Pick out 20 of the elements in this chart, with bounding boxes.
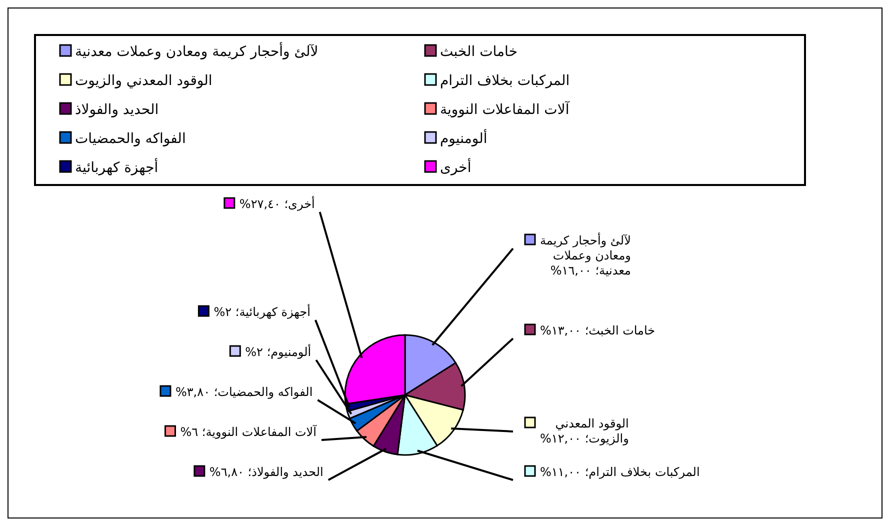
category-label: ألومنيوم؛ ٢%: [245, 345, 312, 359]
category-label: أخرى؛ ٢٧,٤٠%: [239, 197, 315, 212]
category-label: أجهزة كهربائية؛ ٢%: [214, 305, 310, 319]
category-label: الحديد والفولاذ؛ ٦,٨٠%: [209, 465, 324, 479]
legend-label: لآلئ وأحجار كريمة ومعادن وعملات معدنية: [75, 42, 318, 60]
category-label: خامات الخبث؛ ١٣,٠٠%: [540, 323, 656, 338]
legend-label: المركبات بخلاف الترام: [440, 73, 570, 89]
legend-label: الحديد والفولاذ: [75, 102, 159, 118]
legend-label: أجهزة كهربائية: [75, 158, 158, 176]
category-label: المركبات بخلاف الترام؛ ١١,٠٠%: [540, 465, 700, 479]
legend-label: ألومنيوم: [440, 129, 488, 147]
legend-label: الفواكه والحمضيات: [75, 131, 186, 147]
legend-label: آلات المفاعلات النووية: [440, 100, 570, 118]
category-label: الفواكه والحمضيات؛ ٣,٨٠%: [175, 385, 313, 399]
category-label: آلات المفاعلات النووية؛ ٦%: [180, 425, 316, 439]
legend-label: خامات الخبث: [440, 44, 518, 60]
category-label: لآلئ وأحجار كريمة ومعادن وعملات معدنية؛ ١٦,٠٠%: [540, 233, 631, 278]
legend-label: أخرى: [440, 158, 472, 176]
category-label: الوقود المعدني والزيوت؛ ١٢,٠٠%: [540, 416, 629, 446]
legend-label: الوقود المعدني والزيوت: [75, 73, 212, 89]
